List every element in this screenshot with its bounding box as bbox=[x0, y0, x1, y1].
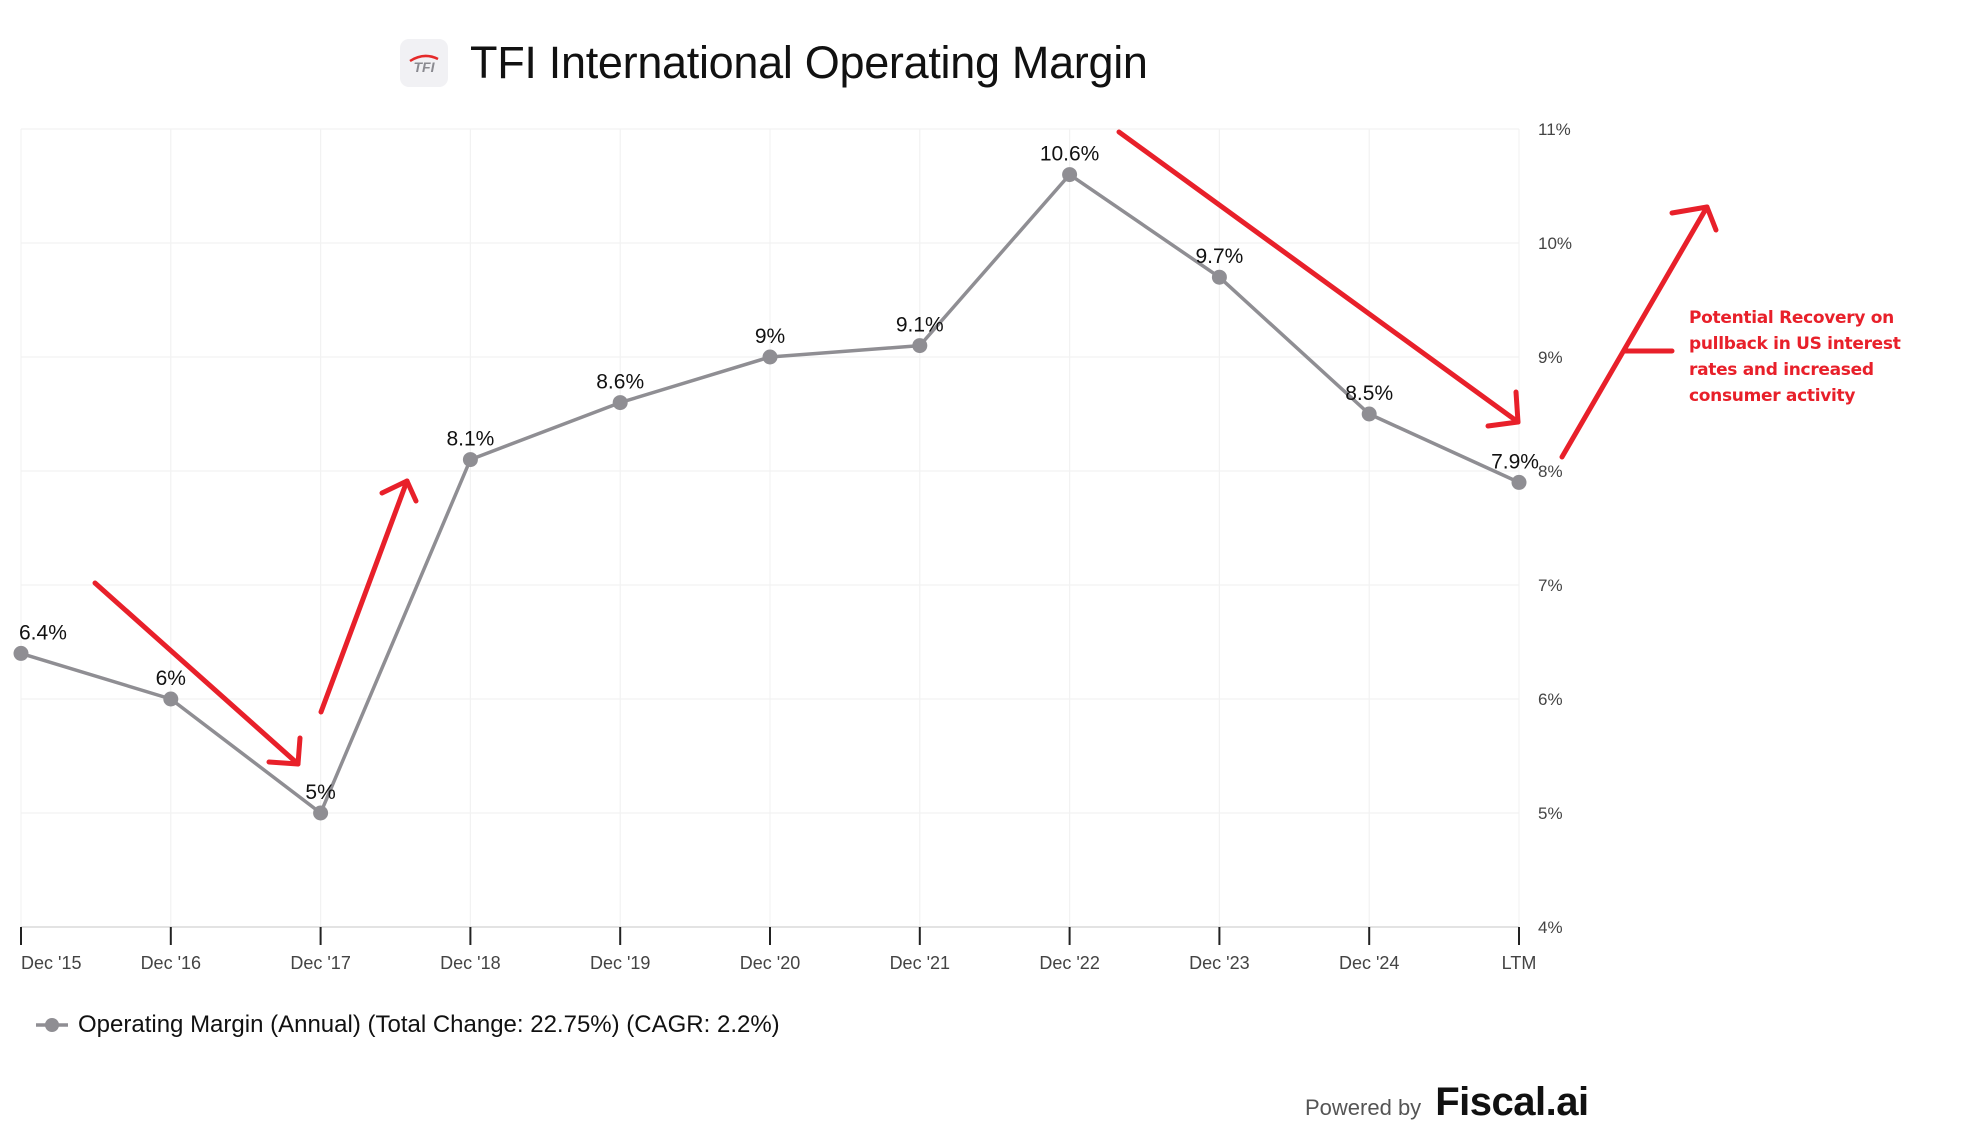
tfi-logo-icon: TFI bbox=[409, 54, 439, 75]
data-point bbox=[13, 645, 29, 661]
data-label: 9% bbox=[755, 325, 785, 348]
x-tick-label: Dec '18 bbox=[440, 953, 500, 973]
fiscal-ai-logo[interactable]: Fiscal.ai bbox=[1435, 1080, 1589, 1124]
recovery-arrow-shaft bbox=[1559, 204, 1710, 460]
x-tick-label: Dec '19 bbox=[590, 953, 650, 973]
x-tick-label: Dec '20 bbox=[740, 953, 800, 973]
legend-marker-icon bbox=[36, 1011, 68, 1039]
data-label: 6% bbox=[156, 667, 186, 690]
x-tick-label: Dec '17 bbox=[290, 953, 350, 973]
decline-arrow-2023-head bbox=[1485, 389, 1521, 429]
data-labels: 6.4% 6% 5% 8.1% 8.6% 9% 9.1% 10.6% 9.7% 8.5% 7.9% bbox=[19, 143, 1539, 804]
data-label: 6.4% bbox=[19, 621, 67, 644]
data-point bbox=[1511, 474, 1527, 490]
data-point bbox=[163, 691, 179, 707]
grid bbox=[20, 128, 1520, 927]
data-point bbox=[762, 349, 778, 365]
decline-arrow-2023-shaft bbox=[1116, 129, 1521, 425]
y-tick-label: 8% bbox=[1538, 462, 1563, 481]
y-tick-label: 11% bbox=[1538, 120, 1571, 139]
x-axis: Dec '15 Dec '16 Dec '17 Dec '18 Dec '19 Dec '… bbox=[20, 926, 1537, 973]
annotation-line: rates and increased bbox=[1689, 360, 1874, 380]
y-tick-label: 6% bbox=[1538, 690, 1563, 709]
data-label: 8.5% bbox=[1345, 382, 1393, 405]
data-label: 9.7% bbox=[1195, 245, 1243, 268]
decline-arrow-2016-head bbox=[266, 735, 303, 767]
x-tick-label: LTM bbox=[1502, 953, 1537, 973]
x-tick-label: Dec '15 bbox=[21, 953, 81, 973]
y-tick-label: 9% bbox=[1538, 348, 1563, 367]
annotation-line: pullback in US interest bbox=[1689, 334, 1901, 354]
data-point bbox=[612, 395, 628, 411]
data-label: 7.9% bbox=[1491, 450, 1539, 473]
recovery-arrow-head bbox=[1669, 204, 1719, 233]
annotation-line: Potential Recovery on bbox=[1689, 308, 1894, 328]
data-point bbox=[313, 805, 329, 821]
x-tick-label: Dec '24 bbox=[1339, 953, 1399, 973]
y-tick-label: 4% bbox=[1538, 918, 1563, 937]
legend-label: Operating Margin (Annual) (Total Change:… bbox=[78, 1011, 780, 1038]
page-title: TFI International Operating Margin bbox=[470, 37, 1148, 88]
data-label: 9.1% bbox=[896, 314, 944, 337]
rise-arrow-2018-head bbox=[379, 478, 419, 504]
data-point bbox=[1062, 167, 1078, 183]
recovery-annotation: Potential Recovery on pullback in US int… bbox=[1689, 305, 1949, 409]
x-tick-label: Dec '23 bbox=[1189, 953, 1249, 973]
data-points bbox=[13, 167, 1527, 821]
data-point bbox=[462, 452, 478, 468]
tfi-logo: TFI bbox=[400, 39, 448, 87]
powered-by-footer: Powered by Fiscal.ai bbox=[1305, 1080, 1589, 1125]
data-point bbox=[1211, 269, 1227, 285]
powered-by-text: Powered by bbox=[1305, 1095, 1422, 1120]
data-point bbox=[912, 338, 928, 354]
x-tick-label: Dec '16 bbox=[141, 953, 201, 973]
x-tick-label: Dec '21 bbox=[890, 953, 950, 973]
logo-text: TFI bbox=[414, 59, 436, 75]
data-label: 5% bbox=[305, 781, 335, 804]
annotation-line: consumer activity bbox=[1689, 386, 1856, 406]
rise-arrow-2018-shaft bbox=[318, 478, 410, 715]
legend-item[interactable]: Operating Margin (Annual) (Total Change:… bbox=[36, 1011, 780, 1039]
decline-arrow-2016-shaft bbox=[92, 580, 301, 767]
y-tick-label: 10% bbox=[1538, 234, 1572, 253]
data-point bbox=[1361, 406, 1377, 422]
annotation-arrows bbox=[92, 129, 1719, 767]
chart-header: TFI TFI International Operating Margin bbox=[400, 37, 1148, 88]
y-axis: 4% 5% 6% 7% 8% 9% 10% 11% bbox=[1538, 120, 1572, 937]
data-label: 8.1% bbox=[446, 428, 494, 451]
data-label: 8.6% bbox=[596, 371, 644, 394]
y-tick-label: 5% bbox=[1538, 804, 1563, 823]
y-tick-label: 7% bbox=[1538, 576, 1563, 595]
x-tick-label: Dec '22 bbox=[1039, 953, 1099, 973]
data-label: 10.6% bbox=[1040, 143, 1100, 166]
